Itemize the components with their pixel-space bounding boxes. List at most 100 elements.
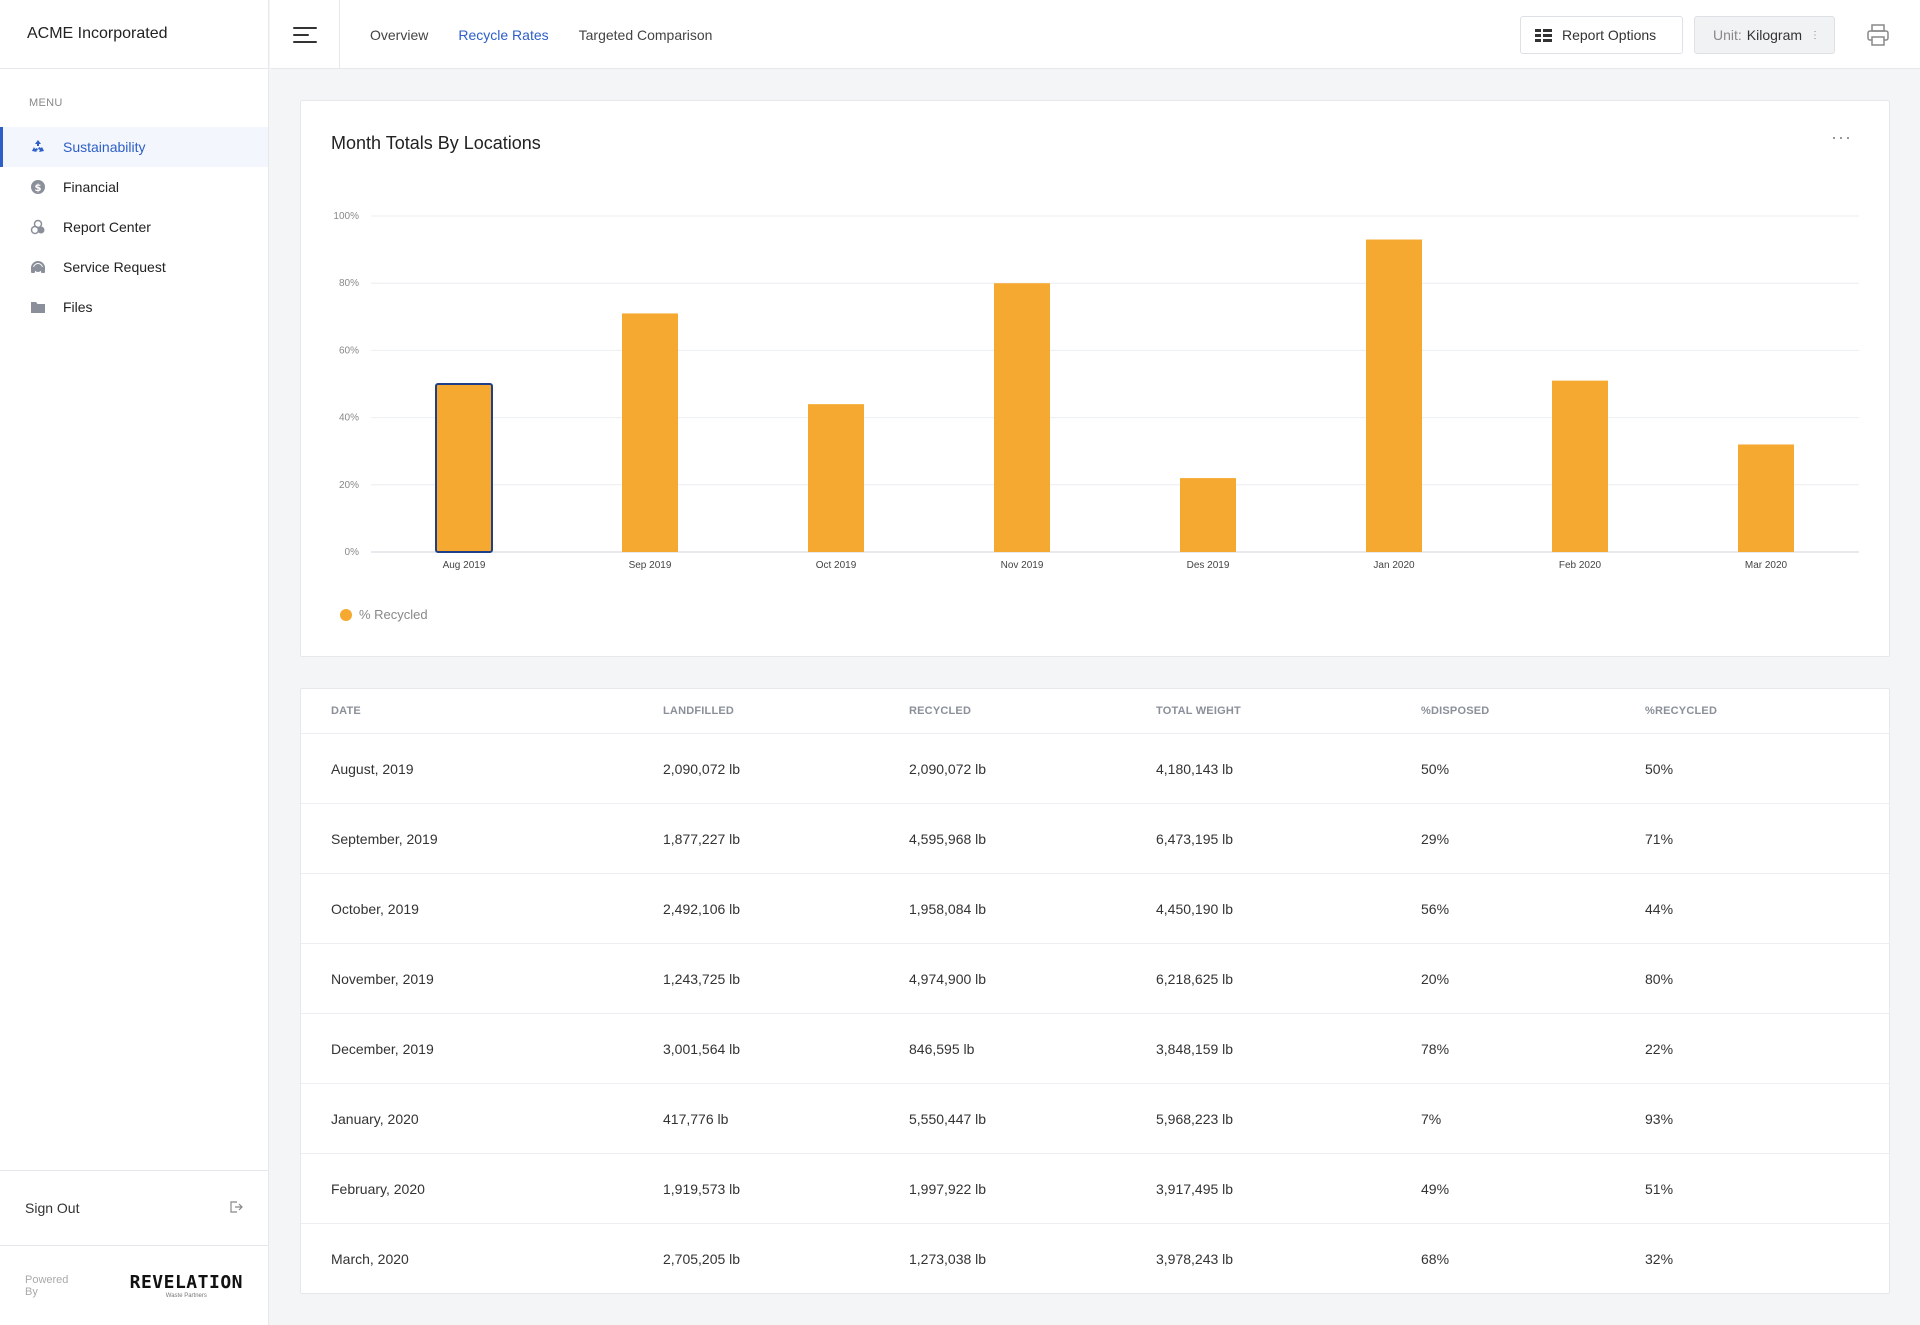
powered-by: Powered By REVELATION Waste Partners	[0, 1245, 268, 1325]
data-table: DATE LANDFILLED RECYCLED TOTAL WEIGHT %DISPO…	[300, 688, 1890, 1294]
column-header[interactable]: RECYCLED	[909, 705, 972, 717]
chart-title: Month Totals By Locations	[331, 133, 541, 153]
table-cell: 56%	[1421, 901, 1450, 917]
sidebar-item-label: Report Center	[63, 219, 151, 235]
tab-recycle-rates[interactable]: Recycle Rates	[458, 26, 549, 43]
table-cell: August, 2019	[331, 761, 414, 777]
y-tick-label: 20%	[339, 480, 359, 491]
table-header: DATE LANDFILLED RECYCLED TOTAL WEIGHT %DISPO…	[301, 689, 1889, 734]
table-cell: 4,595,968 lb	[909, 831, 987, 847]
table-cell: 3,848,159 lb	[1156, 1041, 1234, 1057]
sidebar-item-service-request[interactable]: Service Request	[0, 247, 268, 287]
bar[interactable]	[1738, 444, 1794, 552]
table-cell: 1,273,038 lb	[909, 1251, 987, 1267]
table-cell: 5,550,447 lb	[909, 1111, 987, 1127]
table-cell: 4,450,190 lb	[1156, 901, 1234, 917]
sidebar-item-label: Service Request	[63, 259, 166, 275]
sidebar-item-financial[interactable]: $ Financial	[0, 167, 268, 207]
list-icon	[1535, 28, 1552, 42]
table-cell: 3,001,564 lb	[663, 1041, 741, 1057]
bar[interactable]	[1366, 239, 1422, 552]
table-cell: March, 2020	[331, 1251, 409, 1267]
x-tick-label: Des 2019	[1187, 560, 1230, 571]
table-cell: 71%	[1645, 831, 1674, 847]
bar-chart: 0% 20% 40% 60% 80% 100% Aug 2019 Sep 2019 Oct 20…	[333, 211, 1859, 571]
more-options-icon[interactable]: ···	[1831, 127, 1852, 147]
table-cell: 7%	[1421, 1111, 1442, 1127]
table-cell: 2,090,072 lb	[663, 761, 741, 777]
bar[interactable]	[808, 404, 864, 552]
y-tick-label: 80%	[339, 278, 359, 289]
table-cell: 2,705,205 lb	[663, 1251, 741, 1267]
table-cell: 51%	[1645, 1181, 1674, 1197]
unit-value: Kilogram	[1746, 27, 1803, 43]
column-header[interactable]: LANDFILLED	[663, 705, 735, 717]
column-header[interactable]: %RECYCLED	[1645, 705, 1718, 717]
column-header[interactable]: TOTAL WEIGHT	[1156, 705, 1241, 717]
column-header[interactable]: %DISPOSED	[1421, 705, 1490, 717]
x-tick-label: Jan 2020	[1373, 560, 1415, 571]
tab-overview[interactable]: Overview	[370, 26, 429, 43]
bar[interactable]	[622, 313, 678, 552]
x-tick-label: Sep 2019	[629, 560, 672, 571]
table-cell: 4,974,900 lb	[909, 971, 987, 987]
table-cell: 417,776 lb	[663, 1111, 729, 1127]
sidebar-item-files[interactable]: Files	[0, 287, 268, 327]
table-cell: 29%	[1421, 831, 1450, 847]
hamburger-line	[292, 40, 317, 43]
legend-swatch	[340, 608, 352, 621]
table-body: August, 2019 2,090,072 lb 2,090,072 lb 4,18…	[301, 734, 1889, 1294]
bar[interactable]	[1552, 380, 1608, 552]
table-cell: January, 2020	[331, 1111, 419, 1127]
bar[interactable]	[435, 383, 493, 553]
legend-label: % Recycled	[359, 607, 428, 622]
table-cell: 2,090,072 lb	[909, 761, 987, 777]
sidebar-item-report-center[interactable]: Report Center	[0, 207, 268, 247]
print-icon[interactable]	[1866, 23, 1890, 47]
table-cell: 78%	[1421, 1041, 1450, 1057]
x-tick-label: Aug 2019	[443, 560, 486, 571]
table-row: August, 2019 2,090,072 lb 2,090,072 lb 4,18…	[301, 734, 1889, 804]
sidebar-item-label: Financial	[63, 179, 120, 195]
table-cell: 6,473,195 lb	[1156, 831, 1234, 847]
chart-card: Month Totals By Locations ··· 0% 20% 40% 60…	[300, 100, 1890, 657]
table-cell: 20%	[1421, 971, 1450, 987]
table-cell: September, 2019	[331, 831, 438, 847]
table-cell: October, 2019	[331, 901, 419, 917]
table-row: February, 2020 1,919,573 lb 1,997,922 lb 3,…	[301, 1154, 1889, 1224]
report-icon	[29, 218, 47, 236]
table-cell: 68%	[1421, 1251, 1450, 1267]
table-cell: 3,917,495 lb	[1156, 1181, 1234, 1197]
chart-legend[interactable]: % Recycled	[340, 607, 428, 622]
sidebar-item-sustainability[interactable]: Sustainability	[0, 127, 268, 167]
table-cell: 50%	[1645, 761, 1674, 777]
powered-by-label: Powered By	[25, 1273, 69, 1298]
recycle-icon	[29, 138, 47, 156]
table-cell: 2,492,106 lb	[663, 901, 741, 917]
table-cell: 3,978,243 lb	[1156, 1251, 1234, 1267]
column-header[interactable]: DATE	[331, 705, 361, 717]
y-tick-label: 60%	[339, 345, 359, 356]
x-tick-label: Feb 2020	[1559, 560, 1602, 571]
table-cell: 49%	[1421, 1181, 1450, 1197]
table-cell: February, 2020	[331, 1181, 425, 1197]
headset-icon	[29, 258, 47, 276]
menu-label: MENU	[29, 97, 63, 109]
tab-targeted-comparison[interactable]: Targeted Comparison	[578, 26, 713, 43]
x-tick-label: Oct 2019	[816, 560, 857, 571]
unit-select[interactable]: Unit: Kilogram ⋮	[1694, 16, 1835, 54]
revelation-logo: REVELATION Waste Partners	[130, 1272, 243, 1300]
menu-toggle-button[interactable]	[270, 0, 340, 69]
logout-icon	[229, 1200, 243, 1217]
report-options-button[interactable]: Report Options	[1520, 16, 1683, 54]
bar[interactable]	[994, 283, 1050, 552]
select-arrow-icon: ⋮	[1810, 29, 1820, 41]
table-cell: 50%	[1421, 761, 1450, 777]
table-cell: 1,919,573 lb	[663, 1181, 741, 1197]
top-tabs: Overview Recycle Rates Targeted Comparis…	[370, 0, 712, 69]
x-tick-label: Nov 2019	[1001, 560, 1044, 571]
y-tick-label: 0%	[345, 547, 360, 558]
table-cell: 1,243,725 lb	[663, 971, 741, 987]
sign-out-button[interactable]: Sign Out	[0, 1170, 268, 1245]
bar[interactable]	[1180, 478, 1236, 552]
